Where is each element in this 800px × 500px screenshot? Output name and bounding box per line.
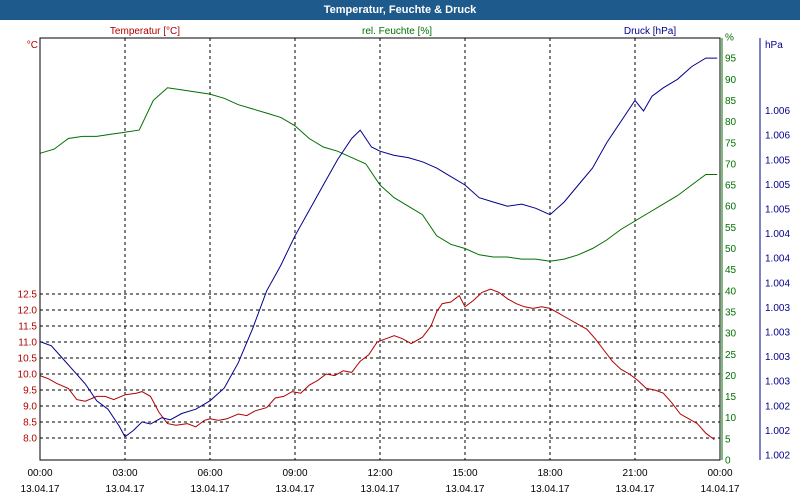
pressure-tick-label: 1.005 xyxy=(765,205,790,216)
x-tick-date-label: 13.04.17 xyxy=(21,484,60,495)
pressure-unit-label: hPa xyxy=(765,40,783,51)
humidity-tick-label: 85 xyxy=(725,96,737,107)
x-tick-time-label: 12:00 xyxy=(367,468,392,479)
chart-series xyxy=(39,57,718,440)
humidity-tick-label: 75 xyxy=(725,138,737,149)
x-tick-date-label: 13.04.17 xyxy=(361,484,400,495)
chart-labels: Temperatur [°C] rel. Feuchte [%] Druck [hP… xyxy=(18,26,791,495)
x-tick-time-label: 18:00 xyxy=(537,468,562,479)
pressure-tick-label: 1.006 xyxy=(765,106,790,117)
pressure-tick-label: 1.003 xyxy=(765,303,790,314)
humidity-tick-label: % xyxy=(725,33,734,44)
temperature-tick-label: 9.5 xyxy=(23,386,37,397)
humidity-tick-label: 80 xyxy=(725,117,737,128)
pressure-tick-label: 1.004 xyxy=(765,278,790,289)
x-tick-date-label: 13.04.17 xyxy=(446,484,485,495)
x-tick-date-label: 13.04.17 xyxy=(616,484,655,495)
humidity-tick-label: 35 xyxy=(725,307,737,318)
pressure-tick-label: 1.003 xyxy=(765,352,790,363)
humidity-tick-label: 10 xyxy=(725,413,737,424)
temperature-tick-label: 8.5 xyxy=(23,418,37,429)
humidity-tick-label: 30 xyxy=(725,329,737,340)
humidity-tick-label: 45 xyxy=(725,265,737,276)
pressure-tick-label: 1.004 xyxy=(765,254,790,265)
legend-pressure: Druck [hPa] xyxy=(624,26,676,37)
chart-title-bar: Temperatur, Feuchte & Druck xyxy=(0,0,800,20)
humidity-tick-label: 65 xyxy=(725,181,737,192)
pressure-tick-label: 1.004 xyxy=(765,229,790,240)
humidity-tick-label: 40 xyxy=(725,286,737,297)
humidity-tick-label: 5 xyxy=(725,434,731,445)
humidity-tick-label: 70 xyxy=(725,159,737,170)
legend-humidity: rel. Feuchte [%] xyxy=(362,26,432,37)
x-tick-time-label: 09:00 xyxy=(282,468,307,479)
temperature-unit-label: °C xyxy=(27,40,38,51)
temperature-tick-label: 9.0 xyxy=(23,402,37,413)
x-tick-date-label: 13.04.17 xyxy=(276,484,315,495)
pressure-tick-label: 1.006 xyxy=(765,131,790,142)
pressure-tick-label: 1.003 xyxy=(765,377,790,388)
x-tick-date-label: 13.04.17 xyxy=(106,484,145,495)
pressure-tick-label: 1.002 xyxy=(765,426,790,437)
pressure-series-line xyxy=(39,57,718,438)
pressure-tick-label: 1.003 xyxy=(765,328,790,339)
temperature-tick-label: 11.0 xyxy=(18,338,37,349)
x-tick-time-label: 00:00 xyxy=(707,468,732,479)
x-tick-time-label: 03:00 xyxy=(112,468,137,479)
pressure-tick-label: 1.005 xyxy=(765,155,790,166)
humidity-tick-label: 95 xyxy=(725,54,737,65)
humidity-series-line xyxy=(39,87,718,262)
temperature-tick-label: 10.0 xyxy=(18,370,38,381)
pressure-tick-label: 1.005 xyxy=(765,180,790,191)
pressure-tick-label: 1.002 xyxy=(765,451,790,462)
legend-temperature: Temperatur [°C] xyxy=(110,26,180,37)
x-tick-date-label: 13.04.17 xyxy=(191,484,230,495)
temperature-series-line xyxy=(39,288,715,440)
humidity-tick-label: 0 xyxy=(725,456,731,467)
x-tick-time-label: 21:00 xyxy=(622,468,647,479)
temperature-tick-label: 10.5 xyxy=(18,354,38,365)
humidity-tick-label: 60 xyxy=(725,202,737,213)
chart-grid xyxy=(39,38,721,460)
x-tick-time-label: 06:00 xyxy=(197,468,222,479)
temperature-tick-label: 12.5 xyxy=(18,290,38,301)
pressure-tick-label: 1.002 xyxy=(765,401,790,412)
chart-axes xyxy=(39,37,761,461)
x-tick-time-label: 15:00 xyxy=(452,468,477,479)
humidity-tick-label: 25 xyxy=(725,350,737,361)
humidity-tick-label: 20 xyxy=(725,371,737,382)
humidity-tick-label: 50 xyxy=(725,244,737,255)
humidity-tick-label: 55 xyxy=(725,223,737,234)
x-tick-date-label: 14.04.17 xyxy=(701,484,740,495)
humidity-tick-label: 15 xyxy=(725,392,737,403)
temperature-tick-label: 8.0 xyxy=(23,434,37,445)
temperature-tick-label: 11.5 xyxy=(18,322,37,333)
temperature-tick-label: 12.0 xyxy=(18,306,38,317)
x-tick-date-label: 13.04.17 xyxy=(531,484,570,495)
plot-frame xyxy=(39,37,721,461)
humidity-tick-label: 90 xyxy=(725,75,737,86)
x-tick-time-label: 00:00 xyxy=(27,468,52,479)
